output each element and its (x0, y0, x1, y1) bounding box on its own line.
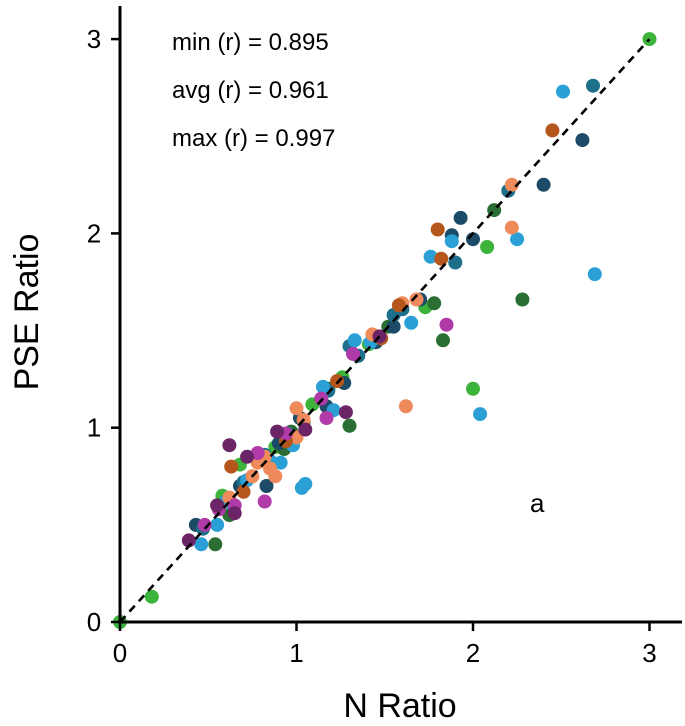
data-point-brown (430, 222, 445, 237)
y-tick-label: 3 (87, 24, 101, 54)
data-point-plum (227, 506, 242, 521)
data-point-plum (181, 533, 196, 548)
data-point-dark-green (515, 292, 530, 307)
data-point-plum (240, 449, 255, 464)
data-point-teal (586, 78, 600, 93)
data-point-brown (545, 123, 560, 138)
data-point-light-blue (273, 455, 288, 470)
y-tick-label: 1 (87, 413, 101, 443)
data-point-dark-green (427, 296, 442, 311)
data-point-navy (259, 479, 274, 493)
data-point-navy (453, 210, 468, 225)
identity-reference-line (119, 38, 651, 623)
stat-max-r: max (r) = 0.997 (172, 125, 335, 152)
data-point-magenta (439, 317, 454, 332)
data-point-navy (536, 177, 551, 192)
panel-label: a (530, 488, 545, 518)
data-point-light-blue (347, 333, 362, 348)
x-tick-label: 1 (289, 638, 303, 668)
data-point-plum (298, 422, 313, 437)
y-tick-label: 2 (87, 218, 101, 248)
data-point-magenta (197, 517, 212, 532)
data-point-green (144, 589, 159, 604)
data-point-orange (409, 292, 424, 307)
x-tick-label: 2 (466, 638, 480, 668)
data-point-brown (391, 298, 406, 313)
stat-avg-r: avg (r) = 0.961 (172, 77, 329, 104)
data-point-light-blue (316, 379, 330, 394)
data-point-dark-green (208, 537, 223, 552)
data-point-orange (289, 401, 304, 416)
data-point-magenta (319, 411, 334, 425)
data-point-dark-green (436, 333, 450, 348)
data-point-light-blue (423, 249, 438, 264)
ticks-layer: 0 1 2 3 0 1 2 3 (87, 24, 657, 668)
data-point-light-blue (587, 267, 602, 282)
data-point-orange (398, 399, 413, 414)
data-point-plum (338, 405, 353, 420)
data-point-green (466, 381, 480, 396)
data-point-light-blue (473, 407, 488, 422)
data-point-orange (268, 469, 283, 484)
y-tick-label: 0 (87, 607, 101, 637)
points-layer (113, 32, 657, 629)
data-point-plum (270, 424, 285, 439)
data-point-light-blue (194, 537, 209, 552)
data-point-light-blue (404, 315, 419, 330)
data-point-orange (504, 177, 519, 192)
stat-min-r: min (r) = 0.895 (172, 29, 329, 56)
x-tick-label: 3 (642, 638, 656, 668)
data-point-magenta (346, 346, 360, 361)
data-point-navy (386, 319, 401, 334)
data-point-light-blue (510, 232, 525, 247)
x-tick-label: 0 (113, 638, 127, 668)
data-point-orange (504, 220, 519, 235)
x-axis-title: N Ratio (343, 687, 456, 725)
data-point-dark-green (342, 418, 357, 433)
data-point-light-blue (210, 517, 225, 532)
data-point-light-blue (444, 234, 459, 249)
data-point-plum (222, 438, 237, 453)
data-point-navy (575, 133, 590, 148)
data-point-brown (236, 484, 251, 499)
data-point-light-blue (294, 480, 309, 495)
y-axis-title: PSE Ratio (8, 234, 46, 391)
data-point-brown (434, 251, 449, 266)
data-point-teal (448, 255, 463, 270)
data-point-light-blue (556, 84, 570, 99)
data-point-brown (224, 459, 239, 474)
data-point-green (480, 240, 495, 254)
data-point-plum (210, 498, 225, 513)
data-point-magenta (250, 446, 265, 460)
data-point-magenta (257, 494, 272, 509)
